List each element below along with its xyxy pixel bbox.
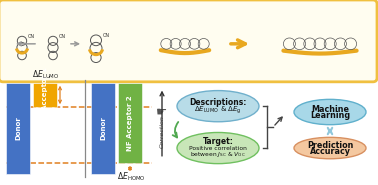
FancyBboxPatch shape <box>91 83 115 174</box>
Text: Prediction: Prediction <box>307 141 353 150</box>
Text: $\Delta E_\mathrm{HOMO}$: $\Delta E_\mathrm{HOMO}$ <box>117 170 146 183</box>
Text: Donor: Donor <box>100 117 106 140</box>
Text: Descriptions:: Descriptions: <box>189 98 247 107</box>
Text: NF Acceptor 2: NF Acceptor 2 <box>127 95 133 151</box>
Ellipse shape <box>294 137 366 159</box>
Text: Machine: Machine <box>311 105 349 114</box>
Ellipse shape <box>177 91 259 122</box>
Text: between $J_\mathrm{SC}$ & $V_\mathrm{OC}$: between $J_\mathrm{SC}$ & $V_\mathrm{OC}… <box>190 150 246 159</box>
FancyBboxPatch shape <box>0 0 377 82</box>
Ellipse shape <box>177 132 259 164</box>
Text: CN: CN <box>28 34 35 39</box>
FancyBboxPatch shape <box>118 83 142 163</box>
Text: Positive correlation: Positive correlation <box>189 146 247 151</box>
Text: Correction: Correction <box>160 115 164 148</box>
Text: Donor: Donor <box>15 117 21 140</box>
FancyBboxPatch shape <box>6 83 30 174</box>
Ellipse shape <box>294 99 366 125</box>
Text: NF Acceptor 1: NF Acceptor 1 <box>42 67 48 123</box>
FancyBboxPatch shape <box>33 83 57 107</box>
Text: $\Delta E_\mathrm{LUMO}$ & $\Delta E_\mathrm{g}$: $\Delta E_\mathrm{LUMO}$ & $\Delta E_\ma… <box>194 104 242 116</box>
Text: $\Delta E_\mathrm{LUMO}$: $\Delta E_\mathrm{LUMO}$ <box>32 68 59 81</box>
Text: Target:: Target: <box>203 137 234 146</box>
Text: CN: CN <box>59 34 66 39</box>
Text: CN: CN <box>103 33 110 38</box>
Text: ☛: ☛ <box>156 105 167 119</box>
Text: Accuracy: Accuracy <box>310 147 350 157</box>
Text: Learning: Learning <box>310 111 350 120</box>
